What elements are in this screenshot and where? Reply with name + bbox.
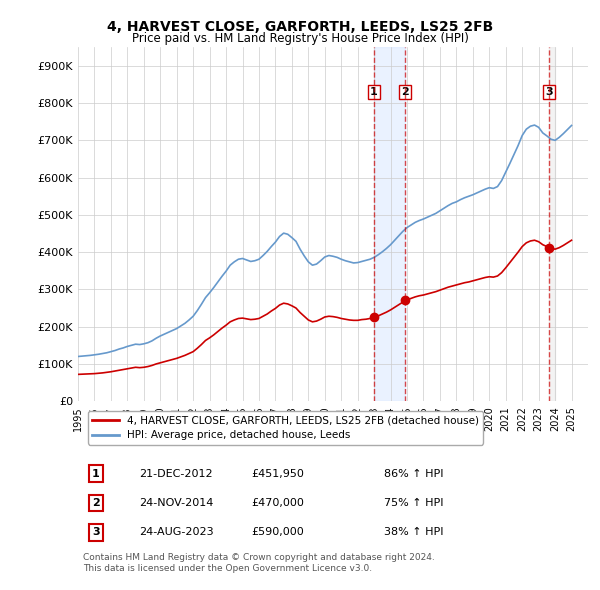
Text: 4, HARVEST CLOSE, GARFORTH, LEEDS, LS25 2FB: 4, HARVEST CLOSE, GARFORTH, LEEDS, LS25 … xyxy=(107,19,493,34)
Text: 2: 2 xyxy=(92,498,100,508)
Text: £590,000: £590,000 xyxy=(251,527,304,537)
Text: 1: 1 xyxy=(370,87,377,97)
Text: 1: 1 xyxy=(92,469,100,478)
Text: 24-NOV-2014: 24-NOV-2014 xyxy=(139,498,214,508)
Text: Price paid vs. HM Land Registry's House Price Index (HPI): Price paid vs. HM Land Registry's House … xyxy=(131,32,469,45)
Bar xyxy=(548,47,555,401)
Text: 3: 3 xyxy=(545,87,553,97)
Text: £470,000: £470,000 xyxy=(251,498,304,508)
Text: 21-DEC-2012: 21-DEC-2012 xyxy=(139,469,213,478)
Text: 2: 2 xyxy=(401,87,409,97)
Text: 3: 3 xyxy=(92,527,100,537)
Text: 38% ↑ HPI: 38% ↑ HPI xyxy=(384,527,443,537)
Legend: 4, HARVEST CLOSE, GARFORTH, LEEDS, LS25 2FB (detached house), HPI: Average price: 4, HARVEST CLOSE, GARFORTH, LEEDS, LS25 … xyxy=(88,411,483,444)
Bar xyxy=(374,47,406,401)
Text: 75% ↑ HPI: 75% ↑ HPI xyxy=(384,498,443,508)
Text: £451,950: £451,950 xyxy=(251,469,304,478)
Text: Contains HM Land Registry data © Crown copyright and database right 2024.
This d: Contains HM Land Registry data © Crown c… xyxy=(83,553,435,573)
Text: 24-AUG-2023: 24-AUG-2023 xyxy=(139,527,214,537)
Text: 86% ↑ HPI: 86% ↑ HPI xyxy=(384,469,443,478)
